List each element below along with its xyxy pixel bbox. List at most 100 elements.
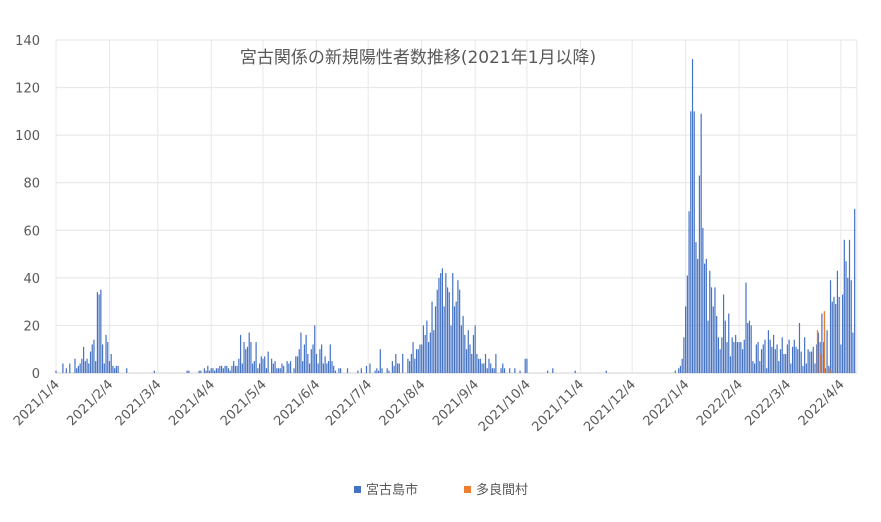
x-tick-label: 2021/5/4 — [218, 377, 270, 429]
bar-miyakojima — [434, 306, 437, 373]
bar-miyakojima — [710, 287, 713, 373]
bar-miyakojima — [65, 368, 67, 373]
bar-miyakojima — [450, 325, 452, 373]
y-tick-label: 140 — [15, 34, 40, 49]
gridlines — [55, 39, 858, 374]
bar-miyakojima — [709, 270, 711, 373]
x-tick-label: 2022/1/4 — [641, 377, 693, 429]
bar-miyakojima — [728, 313, 730, 373]
bar-miyakojima — [707, 320, 709, 373]
bar-miyakojima — [481, 363, 483, 373]
bar-miyakojima — [407, 358, 409, 373]
x-tick-label: 2022/3/4 — [742, 377, 794, 429]
bar-miyakojima — [98, 294, 100, 373]
bar-miyakojima — [747, 323, 749, 373]
bar-miyakojima — [215, 368, 218, 373]
bar-miyakojima — [712, 306, 714, 373]
bar-miyakojima — [443, 306, 445, 373]
bar-miyakojima — [495, 353, 497, 373]
bar-miyakojima — [422, 325, 425, 373]
bar-miyakojima — [93, 339, 95, 373]
bar-miyakojima — [265, 368, 268, 373]
bar-miyakojima — [379, 349, 381, 373]
x-tick-label: 2021/3/4 — [113, 377, 165, 429]
bar-miyakojima — [453, 306, 456, 373]
bar-miyakojima — [721, 337, 723, 373]
bar-miyakojima — [478, 358, 480, 373]
bar-miyakojima — [198, 370, 200, 373]
bar-miyakojima — [395, 353, 397, 373]
bar-miyakojima — [365, 365, 368, 373]
bar-miyakojima — [810, 351, 813, 373]
bar-miyakojima — [433, 330, 435, 373]
bar-miyakojima — [241, 363, 243, 373]
bar-miyakojima — [296, 356, 299, 373]
bar-miyakojima — [110, 353, 112, 373]
bar-tarama — [820, 353, 822, 373]
bar-miyakojima — [469, 344, 471, 373]
bar-miyakojima — [847, 277, 849, 373]
bar-miyakojima — [484, 353, 487, 373]
bar-miyakojima — [231, 365, 233, 373]
bar-miyakojima — [203, 368, 205, 373]
bar-miyakojima — [843, 239, 845, 373]
y-tick-label: 20 — [23, 319, 40, 334]
bar-miyakojima — [322, 363, 324, 373]
bar-miyakojima — [257, 368, 259, 373]
bar-miyakojima — [679, 365, 682, 373]
bar-miyakojima — [243, 342, 245, 373]
bar-miyakojima — [303, 344, 305, 373]
bar-miyakojima — [817, 332, 820, 373]
bar-miyakojima — [239, 334, 242, 373]
bar-miyakojima — [112, 365, 114, 373]
x-tick-label: 2021/8/4 — [377, 377, 429, 429]
bar-miyakojima — [91, 344, 93, 373]
bar-miyakojima — [685, 306, 687, 373]
bar-miyakojima — [55, 370, 57, 373]
x-tick-label: 2021/1/4 — [11, 377, 63, 429]
bar-miyakojima — [331, 361, 333, 373]
x-tick-label: 2021/11/4 — [529, 377, 587, 435]
bar-miyakojima — [428, 342, 430, 373]
bar-miyakojima — [238, 358, 240, 373]
bar-miyakojima — [260, 356, 262, 373]
bar-miyakojima — [74, 358, 76, 373]
bar-miyakojima — [776, 344, 778, 373]
bar-miyakojima — [740, 342, 742, 373]
bar-miyakojima — [678, 368, 680, 373]
bar-miyakojima — [115, 365, 117, 373]
bar-miyakojima — [483, 363, 485, 373]
bar-miyakojima — [253, 361, 255, 373]
bar-miyakojima — [704, 263, 706, 373]
bar-miyakojima — [277, 368, 280, 373]
bar-miyakojima — [722, 294, 725, 373]
bar-miyakojima — [503, 368, 506, 373]
bar-miyakojima — [227, 368, 230, 373]
bar-miyakojima — [212, 368, 214, 373]
bar-miyakojima — [83, 346, 85, 373]
bar-miyakojima — [200, 370, 202, 373]
bar-miyakojima — [574, 370, 576, 373]
bar-miyakojima — [84, 361, 86, 373]
bar-miyakojima — [393, 365, 395, 373]
bar-miyakojima — [338, 368, 340, 373]
bar-miyakojima — [396, 363, 399, 373]
bar-miyakojima — [769, 339, 771, 373]
bar-miyakojima — [424, 334, 426, 373]
bar-miyakojima — [288, 363, 290, 373]
bar-miyakojima — [773, 334, 775, 373]
bar-miyakojima — [369, 363, 371, 373]
x-tick-label: 2022/2/4 — [694, 377, 746, 429]
bar-miyakojima — [688, 211, 690, 373]
bar-miyakojima — [719, 349, 721, 373]
bar-miyakojima — [785, 353, 787, 373]
bar-miyakojima — [464, 334, 466, 373]
bar-miyakojima — [731, 337, 733, 373]
bar-miyakojima — [754, 363, 756, 373]
bar-miyakojima — [726, 342, 728, 373]
bar-miyakojima — [210, 368, 212, 373]
bar-miyakojima — [735, 334, 737, 373]
bar-miyakojima — [236, 365, 238, 373]
x-tick-label: 2022/4/4 — [796, 377, 848, 429]
